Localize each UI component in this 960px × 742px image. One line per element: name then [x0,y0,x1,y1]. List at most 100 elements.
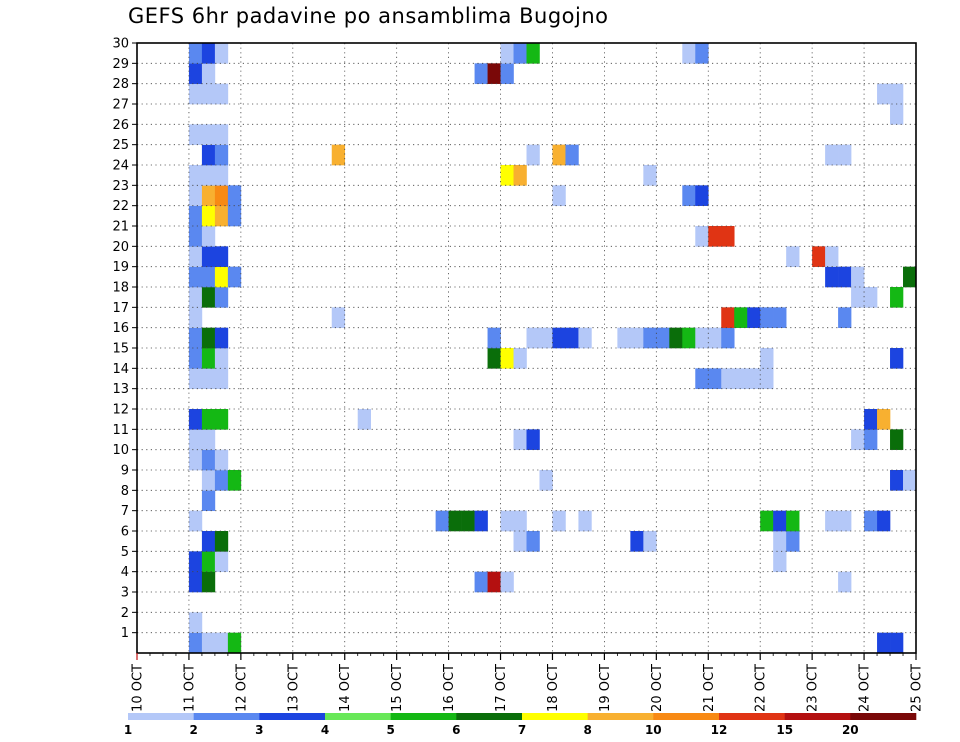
heatmap-cell [474,571,488,593]
y-tick-label: 11 [112,423,129,438]
heatmap-cell [864,429,878,450]
heatmap-cell [825,246,839,267]
y-tick-label: 23 [112,179,129,194]
heatmap-cell [214,205,229,227]
legend-label: 15 [776,723,793,737]
heatmap-cell [838,307,852,328]
heatmap-cell [669,327,683,349]
y-tick-label: 3 [121,586,129,601]
legend-label: 7 [518,723,526,737]
legend-label: 20 [842,723,859,737]
heatmap-cell [786,531,800,552]
heatmap-cell [526,43,540,64]
x-tick-label: 22 OCT [754,664,769,712]
heatmap-cell [526,429,540,450]
heatmap-cell [188,368,203,389]
heatmap-cell [227,266,242,288]
x-tick-label: 16 OCT [442,664,457,712]
heatmap-cell [500,63,514,84]
heatmap-cell [721,307,735,328]
heatmap-cell [188,226,203,247]
heatmap-cell [721,226,735,247]
heatmap-cell [773,510,787,532]
x-tick-label: 24 OCT [858,664,873,712]
heatmap-cell [227,470,242,491]
heatmap-cell [201,632,216,654]
heatmap-cell [643,165,657,186]
heatmap-cell [526,144,540,166]
heatmap-cell [682,43,696,64]
legend-swatch [850,713,917,720]
heatmap-cell [331,307,346,328]
heatmap-cell [188,551,203,572]
heatmap-cell [838,510,852,532]
heatmap-cell [812,246,826,267]
heatmap-cell [760,510,774,532]
heatmap-cell [201,124,216,145]
heatmap-cell [201,348,216,369]
heatmap-cell [188,63,203,84]
heatmap-cell [721,368,735,389]
y-tick-label: 9 [121,464,129,479]
heatmap-cell [214,348,229,369]
heatmap-cell [526,531,540,552]
heatmap-cell [214,368,229,389]
heatmap-cell [331,144,346,166]
heatmap-cell [630,531,644,552]
heatmap-cell [201,571,216,593]
heatmap-cell [513,348,527,369]
heatmap-cell [201,185,216,206]
heatmap-cell [214,470,229,491]
heatmap-cell [890,83,904,105]
y-tick-label: 2 [121,606,129,621]
heatmap-cell [877,632,891,654]
heatmap-cell [201,83,216,105]
heatmap-cell [903,470,917,491]
heatmap-cell [227,632,242,654]
x-tick-label: 11 OCT [182,664,197,712]
y-tick-label: 28 [112,77,129,92]
heatmap-cell [487,327,501,349]
heatmap-cell [773,307,787,328]
heatmap-cell [435,510,449,532]
legend-swatch [259,713,326,720]
heatmap-cell [513,429,527,450]
heatmap-cells [188,43,917,654]
heatmap-cell [851,287,865,308]
heatmap-cell [695,368,709,389]
heatmap-cell [877,409,891,430]
heatmap-cell [201,287,216,308]
heatmap-cell [487,63,501,84]
heatmap-cell [890,104,904,125]
heatmap-cell [708,327,722,349]
x-tick-label: 15 OCT [390,664,405,712]
heatmap-cell [214,287,229,308]
heatmap-cell [695,185,709,206]
y-tick-label: 5 [121,545,129,560]
y-tick-label: 4 [121,565,129,580]
legend-label: 10 [645,723,662,737]
heatmap-cell [500,510,514,532]
heatmap-cell [747,368,761,389]
heatmap-cell [201,409,216,430]
heatmap-cell [487,571,501,593]
x-tick-label: 18 OCT [546,664,561,712]
heatmap-cell [890,429,904,450]
y-tick-label: 16 [112,321,129,336]
legend-swatch [719,713,785,720]
heatmap-cell [188,307,203,328]
legend-swatch [193,713,260,720]
heatmap-cell [825,510,839,532]
heatmap-cell [214,246,229,267]
y-tick-label: 8 [121,484,129,499]
legend-swatch [128,713,194,720]
heatmap-cell [747,307,761,328]
heatmap-cell [448,510,462,532]
heatmap-cell [201,43,216,64]
heatmap-cell [188,165,203,186]
y-tick-label: 6 [121,525,129,540]
heatmap-cell [513,43,527,64]
heatmap-cell [214,531,229,552]
x-tick-label: 19 OCT [598,664,613,712]
heatmap-cell [773,551,787,572]
